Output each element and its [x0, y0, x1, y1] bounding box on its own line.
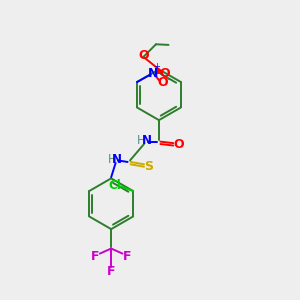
Text: O: O [173, 138, 184, 151]
Text: F: F [123, 250, 132, 262]
Text: O: O [138, 49, 149, 62]
Text: N: N [112, 153, 122, 166]
Text: H: H [107, 153, 116, 166]
Text: S: S [145, 160, 154, 172]
Text: F: F [107, 265, 116, 278]
Text: ⁻: ⁻ [166, 78, 172, 88]
Text: +: + [154, 62, 160, 71]
Text: N: N [142, 134, 152, 147]
Text: O: O [157, 76, 168, 89]
Text: Cl: Cl [109, 178, 121, 192]
Text: H: H [137, 134, 146, 147]
Text: F: F [91, 250, 99, 262]
Text: N: N [148, 67, 159, 80]
Text: O: O [159, 67, 170, 80]
